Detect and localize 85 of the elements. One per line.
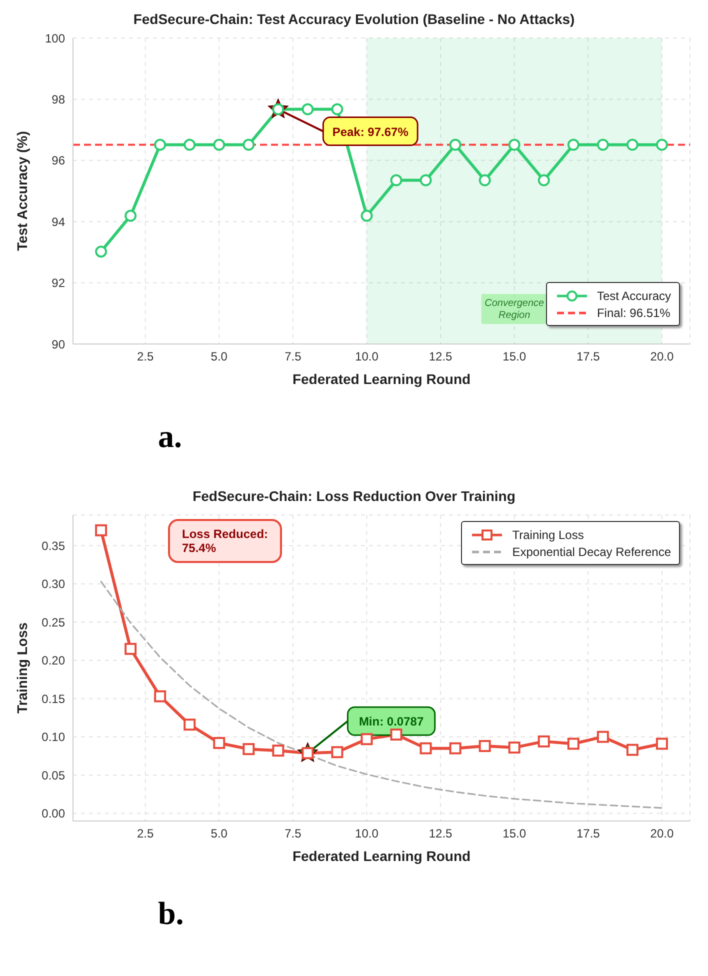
- y-tick-label: 98: [52, 92, 66, 106]
- annotation: Peak: 97.67%: [332, 124, 409, 139]
- chart-title: FedSecure-Chain: Loss Reduction Over Training: [192, 487, 516, 506]
- point: [508, 742, 520, 754]
- point: [420, 742, 432, 754]
- y-tick-label: 0.20: [42, 654, 66, 668]
- x-tick-label: 15.0: [502, 350, 526, 364]
- band-label: Convergence Region: [484, 298, 545, 321]
- point: [154, 138, 166, 151]
- y-tick-label: 0.30: [42, 577, 66, 592]
- point: [656, 738, 668, 750]
- point: [390, 174, 402, 186]
- point: [154, 690, 166, 702]
- point: [272, 744, 284, 757]
- point: [124, 210, 137, 222]
- legend-label: Training Loss: [511, 526, 585, 543]
- point: [184, 138, 196, 151]
- point: [449, 742, 462, 754]
- x-tick-label: 5.0: [210, 826, 228, 841]
- line-series: [100, 580, 663, 809]
- x-tick-label: 17.5: [576, 350, 600, 364]
- point: [360, 210, 373, 222]
- point: [213, 138, 226, 151]
- x-tick-label: 20.0: [650, 826, 674, 841]
- y-tick-label: 96: [52, 154, 66, 168]
- x-tick-label: 10.0: [355, 826, 379, 841]
- point: [95, 246, 108, 258]
- y-tick-label: 100: [44, 31, 66, 46]
- point: [360, 733, 373, 746]
- y-tick-label: 92: [52, 276, 66, 290]
- point: [331, 103, 344, 116]
- y-tick-label: 0.35: [42, 538, 66, 553]
- legend-label: Final: 96.51%: [596, 304, 671, 321]
- x-tick-label: 20.0: [650, 350, 674, 364]
- x-tick-label: 7.5: [284, 826, 302, 841]
- point: [626, 744, 638, 756]
- point: [478, 740, 491, 752]
- point: [302, 103, 314, 116]
- legend-label: Test Accuracy: [596, 288, 671, 304]
- point: [478, 174, 491, 186]
- point: [596, 730, 609, 743]
- point: [508, 138, 520, 151]
- x-tick-label: 2.5: [136, 826, 154, 841]
- point: [390, 728, 402, 741]
- x-tick-label: 12.5: [428, 350, 453, 364]
- point: [420, 174, 432, 186]
- point: [567, 138, 580, 151]
- y-axis-title: Training Loss: [14, 622, 30, 714]
- point: [95, 524, 108, 536]
- point: [124, 642, 137, 655]
- legend-label: Exponential Decay Reference: [511, 544, 671, 560]
- point: [538, 174, 550, 186]
- y-tick-label: 0.05: [42, 768, 66, 782]
- x-tick-label: 2.5: [136, 350, 154, 364]
- point: [331, 746, 344, 758]
- annotation: Loss Reduced: 75.4%: [168, 519, 282, 563]
- x-tick-label: 15.0: [502, 826, 526, 841]
- x-tick-label: 10.0: [355, 350, 379, 364]
- point: [242, 743, 255, 756]
- x-tick-label: 12.5: [428, 826, 453, 841]
- y-tick-label: 0.00: [42, 806, 66, 821]
- point: [596, 138, 609, 151]
- point: [538, 735, 550, 748]
- y-tick-label: 0.10: [42, 730, 66, 744]
- text: a.: [158, 418, 182, 455]
- chart-title: FedSecure-Chain: Test Accuracy Evolution (Baseline - No Attacks): [132, 10, 576, 29]
- point: [184, 718, 196, 731]
- y-axis-title: Test Accuracy (%): [14, 131, 30, 251]
- x-tick-label: 5.0: [210, 350, 228, 364]
- y-tick-label: 90: [52, 337, 66, 352]
- x-tick-label: 17.5: [576, 826, 600, 841]
- point: [626, 138, 638, 151]
- y-tick-label: 0.15: [42, 692, 66, 706]
- point: [242, 138, 255, 151]
- point: [213, 736, 226, 749]
- y-tick-label: 94: [52, 214, 66, 229]
- x-axis-title: Federated Learning Round: [292, 371, 471, 387]
- annotation: Min: 0.0787: [358, 714, 424, 729]
- x-axis-title: Federated Learning Round: [292, 848, 471, 864]
- point: [656, 138, 668, 151]
- text: b.: [158, 895, 184, 932]
- y-tick-label: 0.25: [42, 615, 66, 630]
- point: [449, 138, 462, 151]
- point: [567, 738, 580, 750]
- x-tick-label: 7.5: [284, 350, 302, 364]
